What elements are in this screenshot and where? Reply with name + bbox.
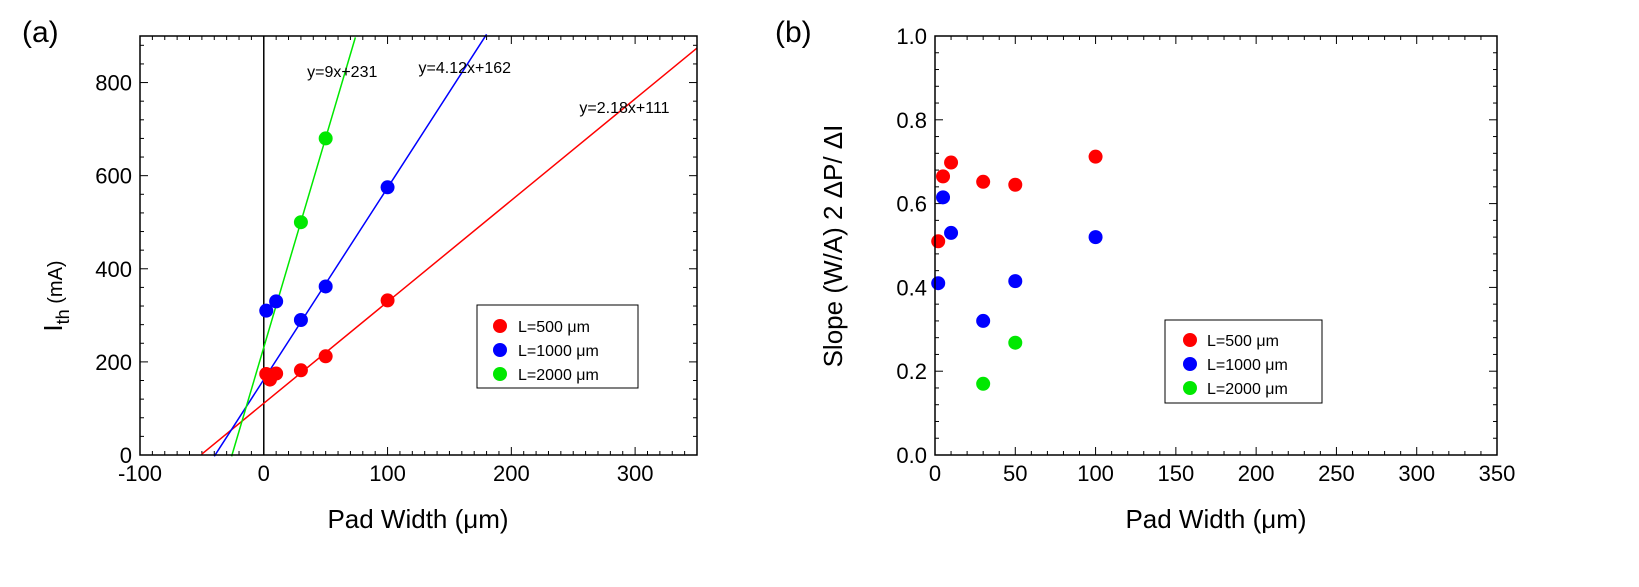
data-point bbox=[269, 294, 284, 309]
panel-a-legend-label-l500: L=500 μm bbox=[518, 319, 590, 336]
x-tick-label: 100 bbox=[1077, 461, 1114, 486]
panel-a-plot-frame bbox=[139, 35, 698, 456]
data-point bbox=[380, 293, 395, 308]
data-point bbox=[259, 303, 274, 318]
data-point bbox=[293, 215, 308, 230]
panel-b-legend-marker-l500 bbox=[1183, 333, 1197, 347]
panel-a-legend: L=500 μm L=1000 μm L=2000 μm bbox=[476, 304, 639, 389]
x-tick-label: 300 bbox=[1398, 461, 1435, 486]
panel-a-fit-lines bbox=[201, 33, 698, 457]
panel-b-points bbox=[931, 149, 1103, 391]
data-point bbox=[269, 366, 284, 381]
data-point bbox=[293, 312, 308, 327]
y-tick-label: 0 bbox=[120, 443, 132, 468]
x-tick-label: 250 bbox=[1318, 461, 1355, 486]
x-tick-label: 100 bbox=[369, 461, 406, 486]
panel-a-x-axis-title: Pad Width (μm) bbox=[327, 504, 508, 534]
panel-a-y-axis-title: Ith (mA) bbox=[38, 260, 73, 331]
y-tick-label: 0.8 bbox=[896, 108, 927, 133]
panel-a-y-axis-title-sub: th bbox=[53, 309, 73, 324]
data-point bbox=[380, 180, 395, 195]
y-tick-label: 0.2 bbox=[896, 359, 927, 384]
y-tick-label: 800 bbox=[95, 71, 132, 96]
panel-a-points bbox=[259, 131, 395, 387]
data-point bbox=[936, 190, 951, 205]
x-tick-label: -100 bbox=[118, 461, 162, 486]
x-tick-label: 350 bbox=[1479, 461, 1516, 486]
fit-equation-label: y=2.18x+111 bbox=[579, 100, 669, 117]
y-tick-label: 1.0 bbox=[896, 24, 927, 49]
panel-b-label: (b) bbox=[775, 16, 812, 49]
data-point bbox=[1008, 335, 1023, 350]
y-tick-label: 0.4 bbox=[896, 275, 927, 300]
panel-a-legend-marker-l500 bbox=[493, 319, 507, 333]
panel-b-plot-frame bbox=[934, 35, 1498, 456]
data-point bbox=[1008, 177, 1023, 192]
data-point bbox=[976, 376, 991, 391]
data-point bbox=[931, 276, 946, 291]
panel-a-y-axis-title-main: I bbox=[38, 324, 68, 331]
fit-line-1 bbox=[213, 33, 488, 457]
x-tick-label: 200 bbox=[493, 461, 530, 486]
data-point bbox=[944, 155, 959, 170]
y-tick-label: 0.0 bbox=[896, 443, 927, 468]
panel-a-y-axis-title-unit: (mA) bbox=[45, 260, 67, 309]
data-point bbox=[1008, 274, 1023, 289]
panel-a-legend-label-l2000: L=2000 μm bbox=[518, 367, 599, 384]
data-point bbox=[976, 313, 991, 328]
panel-a-fit-equations: y=2.18x+111 y=4.12x+162 y=9x+231 bbox=[307, 60, 670, 117]
panel-b-legend-label-l1000: L=1000 μm bbox=[1207, 357, 1288, 374]
panel-b-legend-label-l2000: L=2000 μm bbox=[1207, 381, 1288, 398]
x-tick-label: 200 bbox=[1238, 461, 1275, 486]
x-tick-label: 0 bbox=[258, 461, 270, 486]
fit-line-2 bbox=[230, 37, 357, 457]
panel-a-label: (a) bbox=[22, 16, 59, 49]
panel-a-legend-marker-l2000 bbox=[493, 367, 507, 381]
data-point bbox=[1088, 149, 1103, 164]
panel-a-legend-marker-l1000 bbox=[493, 343, 507, 357]
y-tick-label: 400 bbox=[95, 257, 132, 282]
panel-b-y-axis-title: Slope (W/A) 2 ΔP/ ΔI bbox=[818, 125, 848, 368]
panel-a-legend-label-l1000: L=1000 μm bbox=[518, 343, 599, 360]
data-point bbox=[936, 169, 951, 184]
y-tick-label: 200 bbox=[95, 350, 132, 375]
data-point bbox=[293, 363, 308, 378]
data-point bbox=[944, 225, 959, 240]
panel-b-x-axis-title: Pad Width (μm) bbox=[1125, 504, 1306, 534]
fit-equation-label: y=9x+231 bbox=[307, 64, 377, 81]
fit-line-0 bbox=[201, 47, 698, 455]
x-tick-label: 300 bbox=[617, 461, 654, 486]
data-point bbox=[318, 349, 333, 364]
data-point bbox=[976, 174, 991, 189]
y-tick-label: 0.6 bbox=[896, 192, 927, 217]
y-tick-label: 600 bbox=[95, 164, 132, 189]
panel-b-chart: (b) 0 50 100 150 200 250 300 350 0.0 0.2 0.4 0.6 0.8… bbox=[775, 16, 1515, 534]
x-tick-label: 0 bbox=[929, 461, 941, 486]
data-point bbox=[931, 234, 946, 249]
panel-b-legend-label-l500: L=500 μm bbox=[1207, 333, 1279, 350]
data-point bbox=[318, 279, 333, 294]
panel-b-legend-marker-l1000 bbox=[1183, 357, 1197, 371]
x-tick-label: 150 bbox=[1157, 461, 1194, 486]
data-point bbox=[318, 131, 333, 146]
fit-equation-label: y=4.12x+162 bbox=[419, 60, 512, 77]
panel-b-legend-marker-l2000 bbox=[1183, 381, 1197, 395]
data-point bbox=[1088, 230, 1103, 245]
x-tick-label: 50 bbox=[1003, 461, 1027, 486]
panel-b-legend: L=500 μm L=1000 μm L=2000 μm bbox=[1164, 319, 1323, 404]
panel-b-tick-labels: 0 50 100 150 200 250 300 350 0.0 0.2 0.4 0.6 0.8 1.0 bbox=[896, 24, 1515, 486]
